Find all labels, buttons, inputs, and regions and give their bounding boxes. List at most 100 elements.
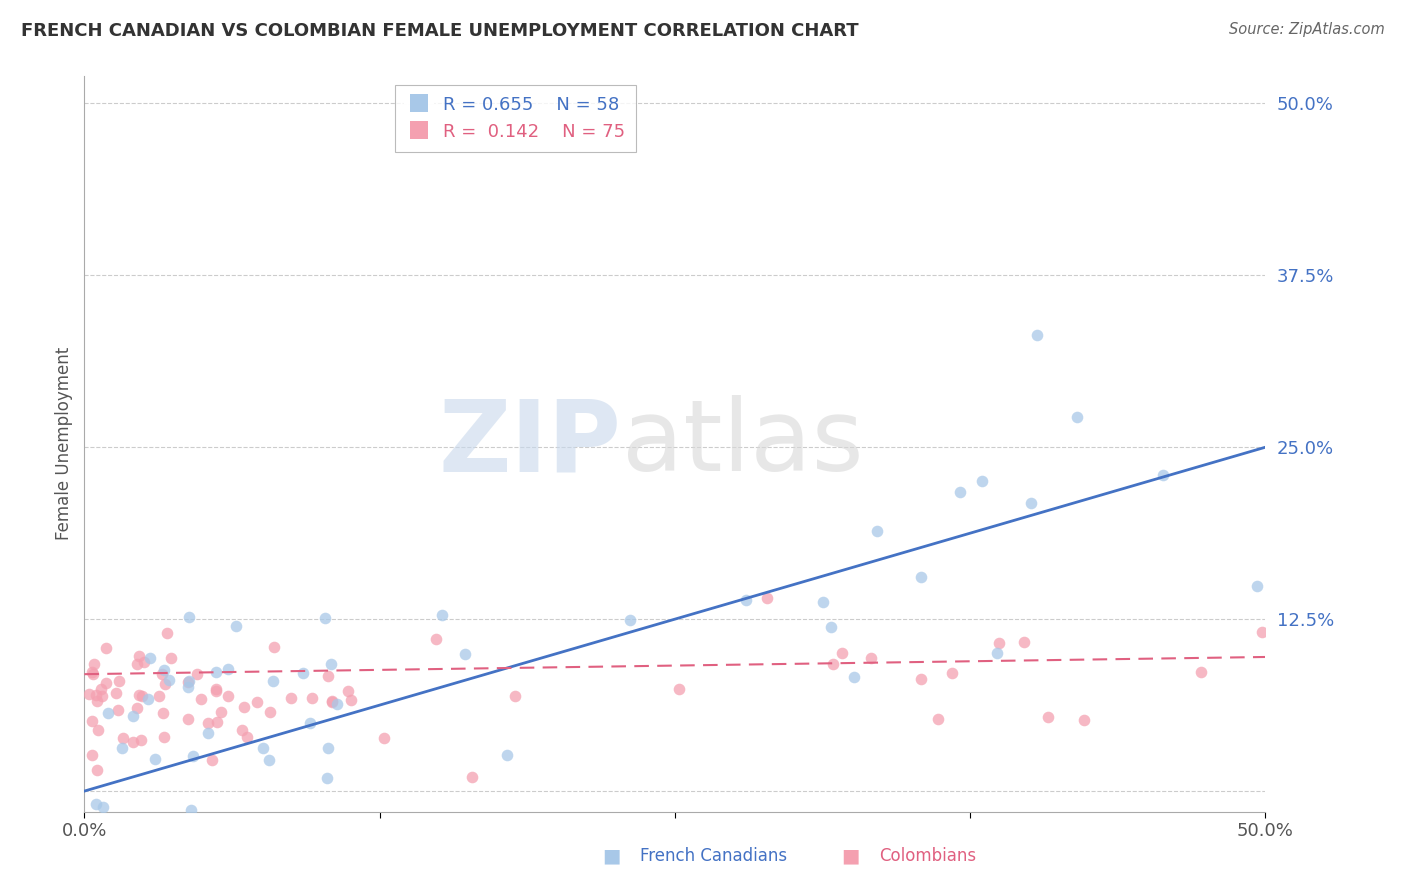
Point [316,668,339,682]
Point [811,595,834,609]
Point [91,800,114,814]
Point [82,714,104,728]
Point [321,657,343,671]
Point [503,690,526,704]
Point [820,620,842,634]
Point [263,812,285,826]
Point [180,812,202,826]
Point [866,524,889,538]
Text: Source: ZipAtlas.com: Source: ZipAtlas.com [1229,22,1385,37]
Point [122,812,145,826]
Point [84,797,107,811]
Point [1025,328,1047,343]
Point [298,716,321,731]
Point [280,691,302,706]
Point [169,812,191,826]
Point [186,666,208,681]
Point [321,695,343,709]
Point [157,673,180,687]
Text: atlas: atlas [621,395,863,492]
Point [373,731,395,745]
Point [121,734,143,748]
Point [231,723,253,738]
Point [167,812,190,826]
Point [94,640,117,655]
Point [756,591,779,606]
Point [97,706,120,721]
Point [152,667,174,681]
Point [823,657,845,672]
Point [949,484,972,499]
Point [108,673,131,688]
Point [326,697,349,711]
Point [987,636,1010,650]
Point [156,626,179,640]
Point [619,613,641,627]
Point [90,689,112,703]
Point [201,812,224,826]
Point [217,812,239,826]
Point [831,646,853,660]
Point [83,657,105,671]
Point [201,753,224,767]
Point [314,611,336,625]
Point [453,647,475,661]
Point [183,749,205,764]
Point [177,680,200,694]
Point [225,619,247,633]
Point [153,730,176,744]
Point [259,705,281,719]
Point [315,771,337,785]
Point [82,747,104,762]
Point [1012,635,1035,649]
Point [190,692,212,706]
Point [209,705,232,719]
Point [174,812,197,826]
Point [461,770,484,784]
Point [205,665,228,679]
Text: ■: ■ [841,847,860,866]
Point [129,732,152,747]
Point [1189,665,1212,679]
Point [84,688,107,702]
Point [107,703,129,717]
Point [257,753,280,767]
Point [87,723,110,737]
Point [77,687,100,701]
Point [262,673,284,688]
Point [217,662,239,676]
Point [844,670,866,684]
Point [1073,714,1095,728]
Text: ZIP: ZIP [439,395,621,492]
Point [146,812,169,826]
Point [321,693,343,707]
Legend: R = 0.655    N = 58, R =  0.142    N = 75: R = 0.655 N = 58, R = 0.142 N = 75 [395,85,637,152]
Point [425,632,447,647]
Point [910,672,932,686]
Point [143,752,166,766]
Point [197,726,219,740]
Point [82,665,104,679]
Point [82,666,104,681]
Point [90,681,112,696]
Point [970,474,993,488]
Point [197,716,219,731]
Point [179,674,201,689]
Point [430,608,453,623]
Point [246,695,269,709]
Point [94,676,117,690]
Point [153,677,176,691]
Point [205,715,228,730]
Point [1019,496,1042,510]
Point [252,740,274,755]
Point [496,748,519,763]
Point [910,570,932,584]
Point [232,699,254,714]
Y-axis label: Female Unemployment: Female Unemployment [55,347,73,541]
Point [111,740,134,755]
Point [941,665,963,680]
Point [1036,710,1059,724]
Point [316,740,339,755]
Point [180,804,202,818]
Point [217,689,239,703]
